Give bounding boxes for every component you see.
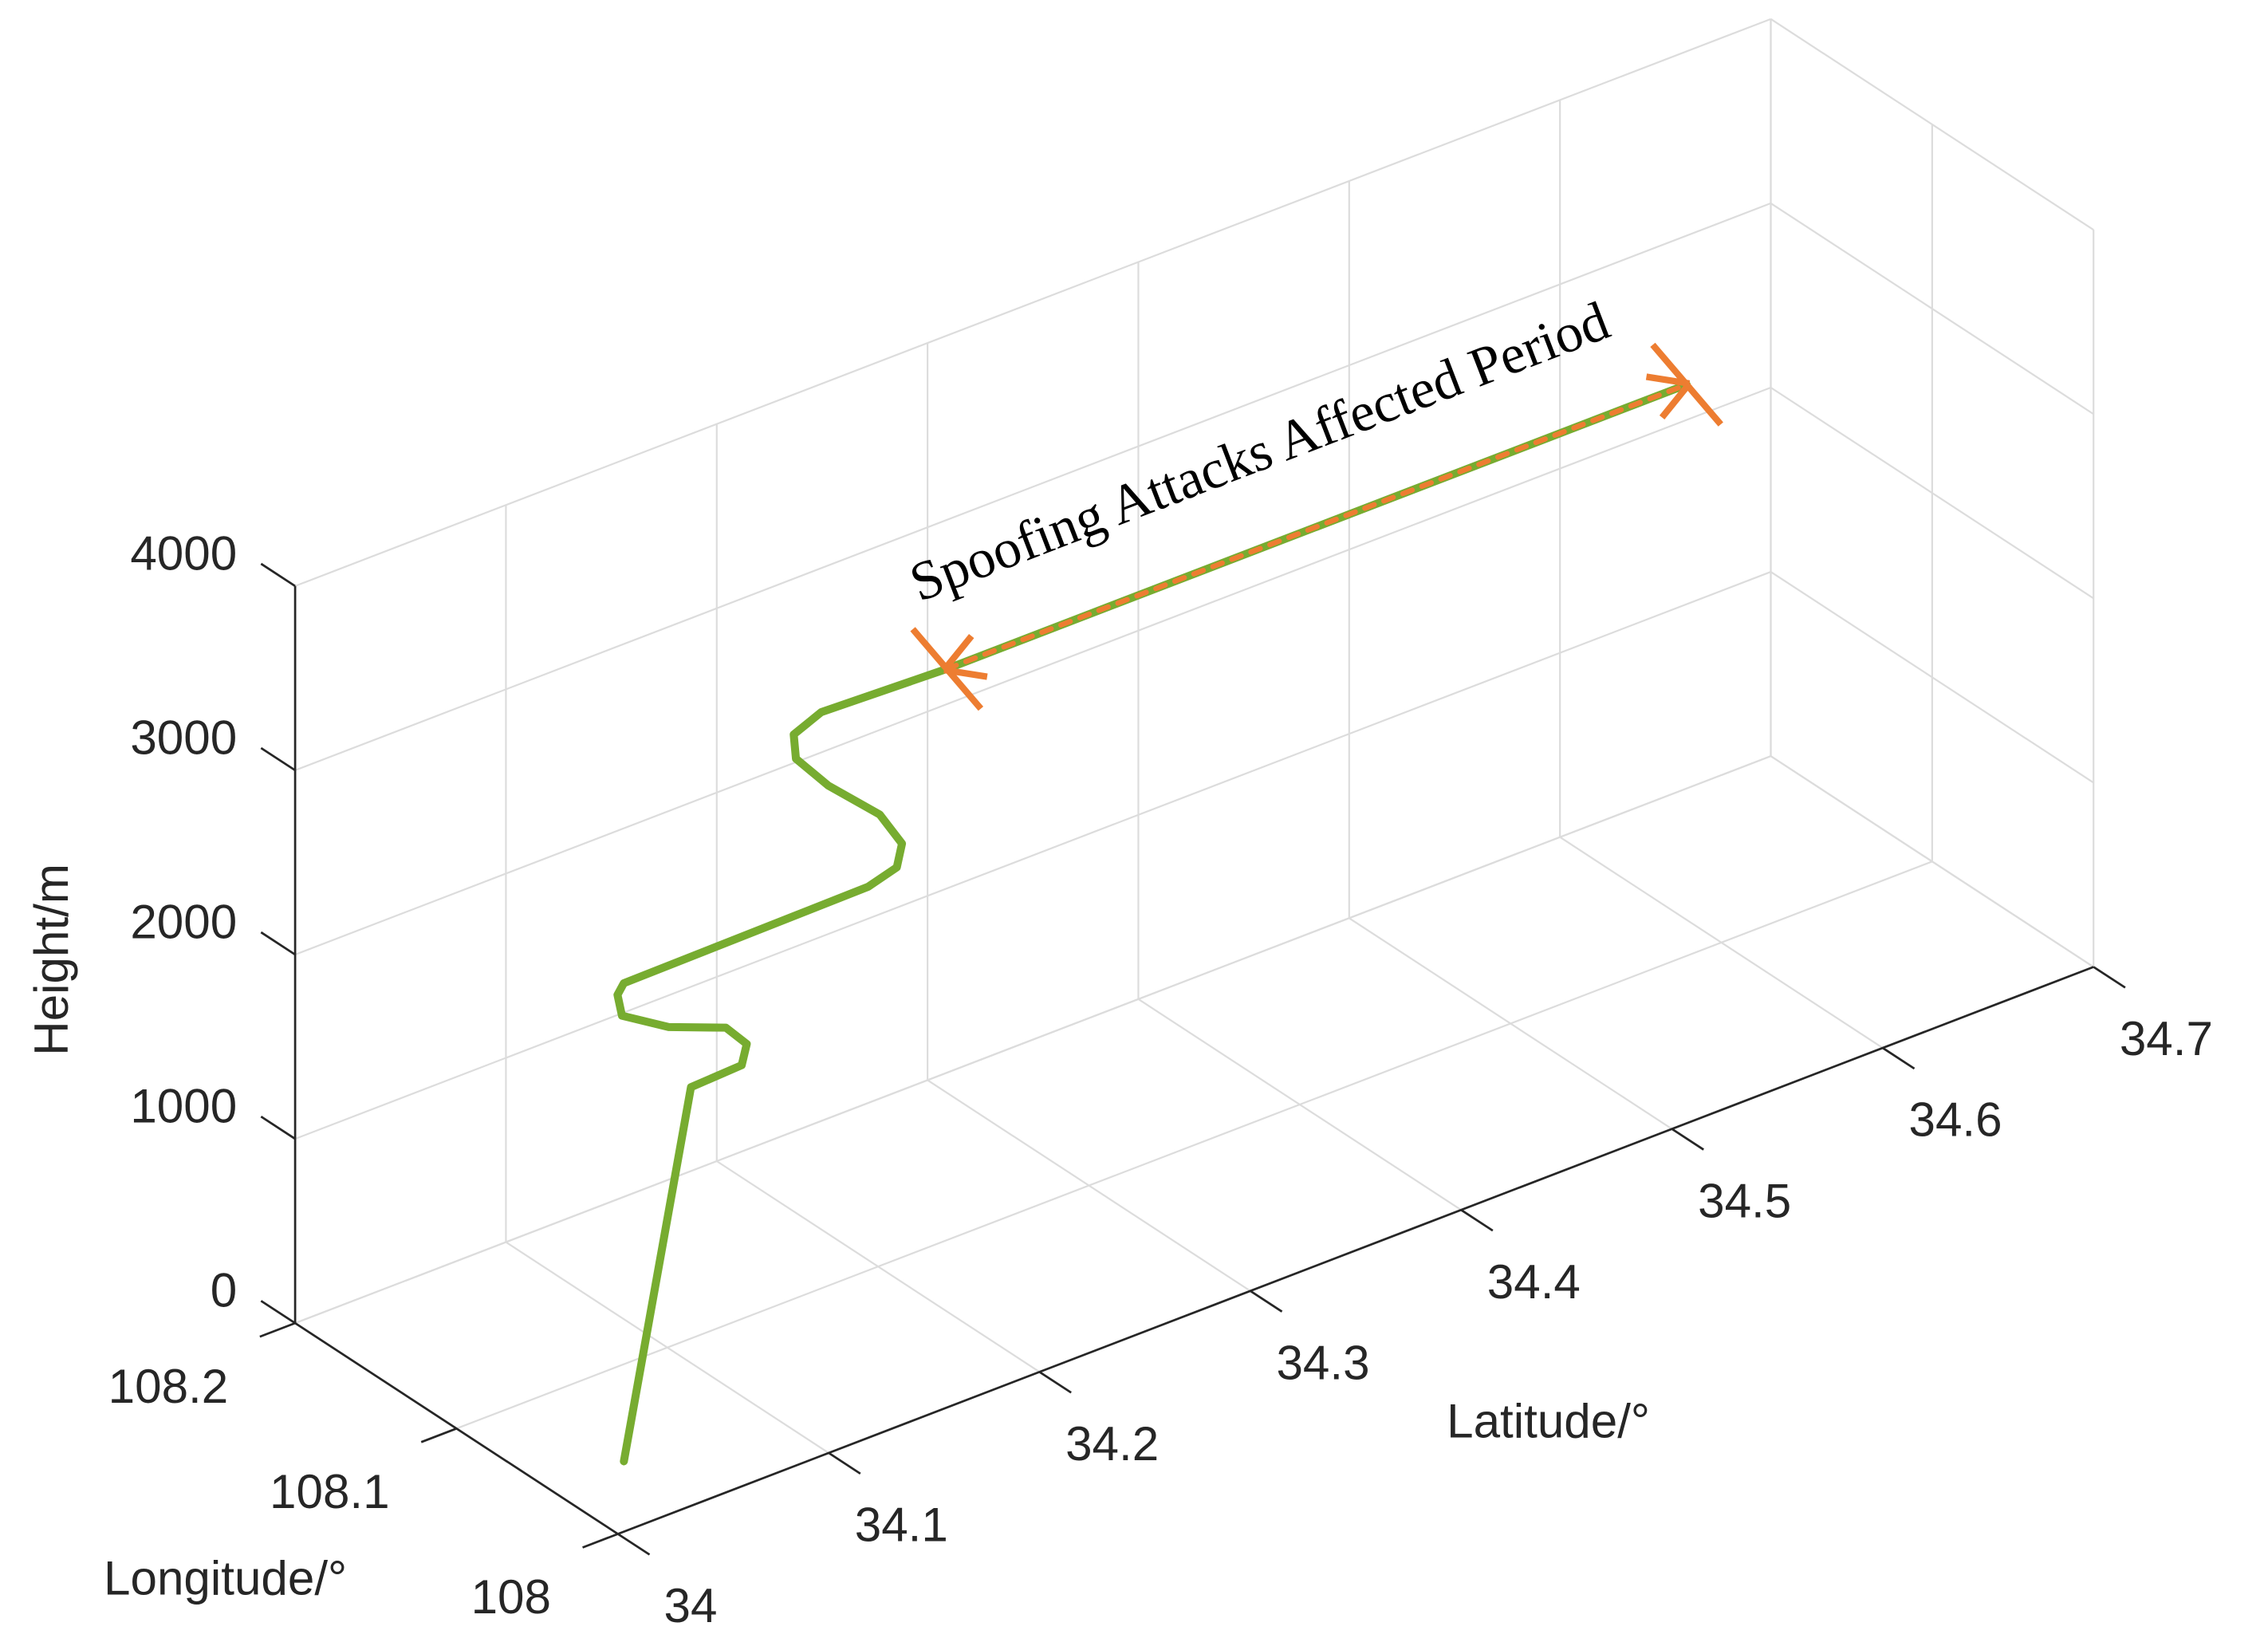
x-tick-label: 34.1 — [855, 1498, 948, 1552]
z-tick — [260, 1300, 296, 1325]
point — [893, 864, 900, 871]
x-tick — [1250, 1290, 1283, 1313]
y-tick — [259, 1321, 296, 1338]
point — [614, 991, 620, 998]
z-tick — [260, 562, 296, 587]
point — [899, 841, 905, 847]
grid-line — [294, 18, 1771, 587]
point — [876, 811, 883, 817]
z-tick-label: 4000 — [130, 526, 237, 580]
x-tick — [2093, 966, 2126, 989]
grid-line — [456, 860, 1933, 1430]
z-tick — [260, 746, 296, 772]
z-tick — [260, 931, 296, 956]
x-tick — [828, 1451, 861, 1475]
x-tick-label: 34.5 — [1698, 1174, 1791, 1227]
point — [864, 884, 872, 890]
line — [944, 382, 1690, 671]
grid-line — [294, 202, 1771, 771]
x-tick-label: 34.4 — [1487, 1255, 1581, 1309]
point — [790, 731, 797, 738]
annotation-arrowhead — [1645, 373, 1691, 387]
x-tick — [1460, 1209, 1494, 1232]
point — [620, 980, 627, 986]
grid-line — [294, 571, 1771, 1140]
point — [723, 1025, 729, 1031]
x-tick — [1671, 1128, 1704, 1151]
grid-line — [1770, 202, 2094, 415]
y-tick — [420, 1427, 457, 1443]
z-tick-label: 3000 — [130, 711, 237, 764]
x-tick-label: 34 — [664, 1579, 718, 1632]
x-tick-label: 34.7 — [2120, 1012, 2213, 1065]
grid-line — [1770, 755, 2094, 968]
grid-line — [294, 386, 1771, 956]
point — [620, 1458, 627, 1465]
x-tick — [1038, 1371, 1072, 1394]
z-tick — [260, 1116, 296, 1140]
x-axis — [617, 966, 2094, 1535]
y-tick-label: 108 — [471, 1570, 551, 1624]
x-tick-label: 34.2 — [1065, 1417, 1159, 1471]
z-tick-label: 2000 — [130, 895, 237, 948]
y-tick — [582, 1533, 619, 1549]
z-axis-label: Height/m — [25, 864, 78, 1056]
x-tick-label: 34.3 — [1276, 1336, 1369, 1389]
y-tick-label: 108.2 — [108, 1360, 229, 1413]
point — [687, 1084, 695, 1090]
x-tick — [617, 1533, 651, 1556]
point — [818, 709, 825, 715]
grid-line — [1770, 571, 2094, 784]
x-tick-label: 34.6 — [1908, 1093, 2002, 1147]
point — [743, 1041, 750, 1047]
point — [793, 755, 799, 762]
annotation-arrowhead — [1659, 381, 1692, 420]
annotation-arrowhead — [943, 667, 988, 680]
x-axis-label: Latitude/° — [1447, 1395, 1650, 1448]
annotation-arrowhead — [941, 633, 975, 672]
grid-line — [1770, 387, 2094, 600]
point — [738, 1062, 745, 1069]
grid-line — [1770, 18, 2094, 231]
point — [825, 782, 832, 789]
x-tick — [1882, 1046, 1916, 1070]
z-tick-label: 0 — [211, 1264, 237, 1317]
y-tick-label: 108.1 — [270, 1465, 390, 1518]
y-axis-label: Longitude/° — [104, 1552, 347, 1605]
point — [619, 1013, 625, 1019]
point — [665, 1024, 672, 1030]
grid-line — [294, 755, 1771, 1325]
z-tick-label: 1000 — [130, 1079, 237, 1132]
